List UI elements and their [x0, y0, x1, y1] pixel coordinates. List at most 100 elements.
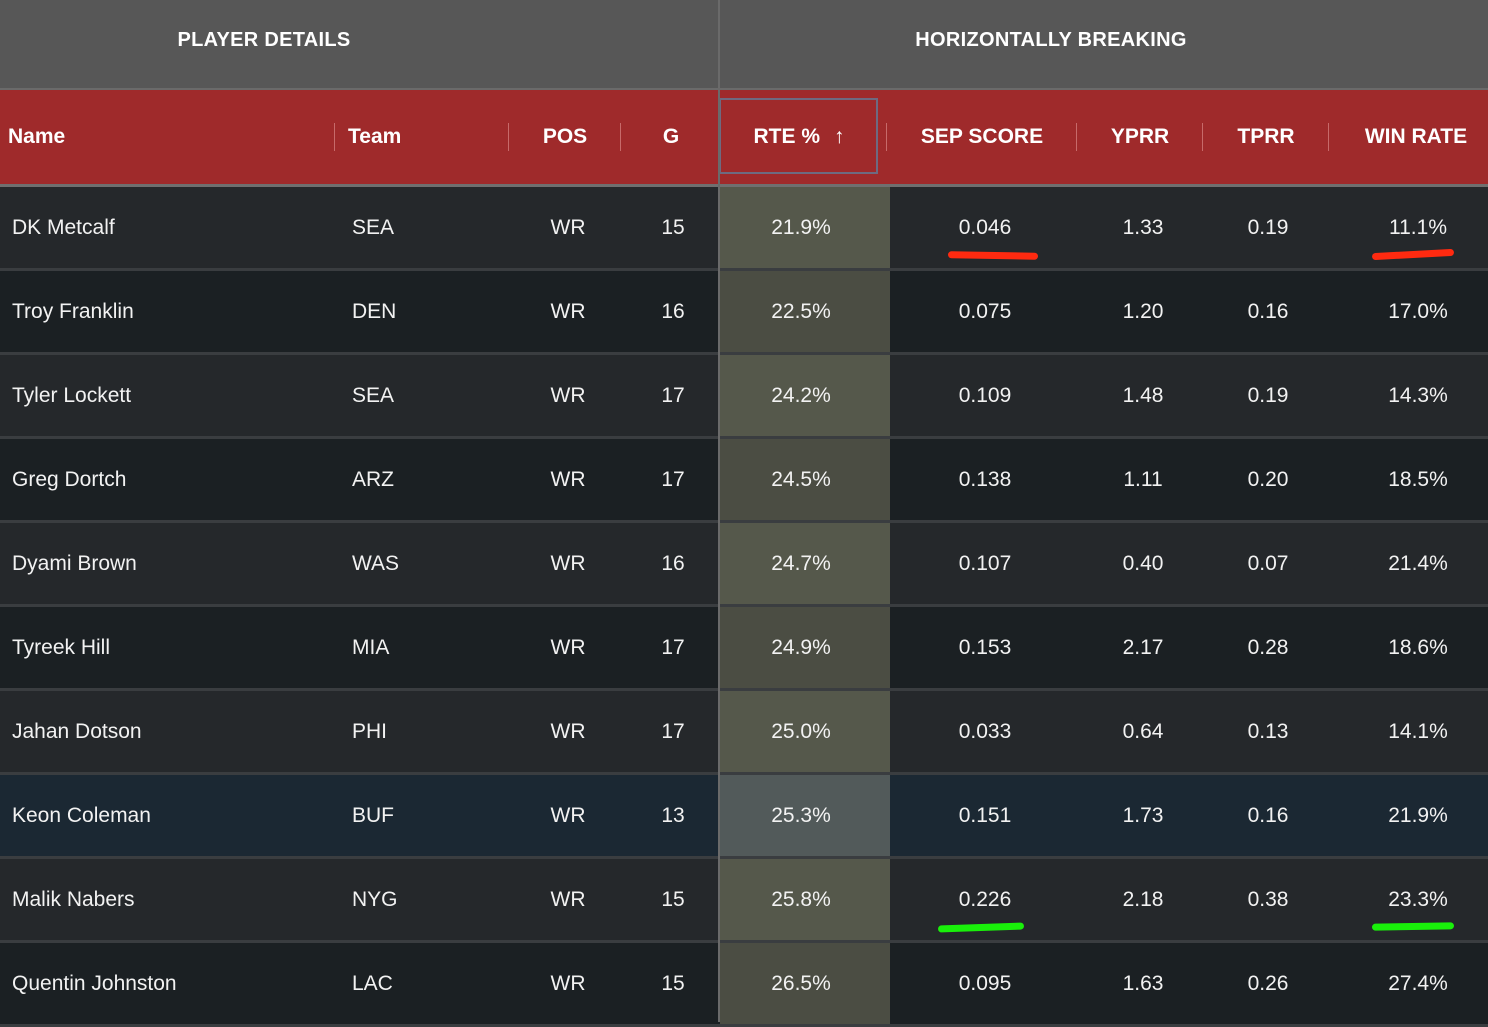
cell-pos: WR: [550, 384, 586, 407]
cell-g: 16: [661, 552, 685, 575]
cell-win: 11.1%: [1389, 216, 1447, 239]
cell-yprr: 0.40: [1122, 552, 1164, 575]
cell-rte: 25.0%: [771, 720, 831, 743]
cell-g: 17: [661, 468, 685, 491]
cell-rte: 24.2%: [771, 384, 831, 407]
cell-win: 17.0%: [1388, 300, 1448, 323]
cell-tprr: 0.16: [1247, 300, 1289, 323]
rte-cell-background: [720, 439, 890, 520]
cell-team: ARZ: [352, 468, 394, 491]
cell-tprr: 0.28: [1247, 636, 1289, 659]
rte-cell-background: [720, 523, 890, 604]
cell-name: Quentin Johnston: [12, 972, 177, 995]
cell-win: 14.3%: [1388, 384, 1448, 407]
group-divider: [718, 0, 720, 1022]
cell-sep: 0.226: [958, 888, 1012, 911]
header-divider: [620, 123, 621, 151]
cell-rte: 22.5%: [771, 300, 831, 323]
cell-pos: WR: [550, 804, 586, 827]
green-underline-mark: [1371, 922, 1455, 931]
cell-team: WAS: [352, 552, 400, 575]
cell-g: 16: [661, 300, 685, 323]
cell-name: Troy Franklin: [12, 300, 134, 323]
cell-team: SEA: [352, 384, 395, 407]
header-divider: [886, 123, 887, 151]
cell-name: Tyreek Hill: [12, 636, 111, 659]
cell-sep: 0.153: [958, 636, 1012, 659]
cell-sep: 0.033: [958, 720, 1012, 743]
table-row[interactable]: Malik Nabers NYG WR 15 25.8% 0.226 2.18 0.38 23.…: [0, 859, 1488, 943]
table-row[interactable]: Dyami Brown WAS WR 16 24.7% 0.107 0.40 0.07 21.4…: [0, 523, 1488, 607]
cell-yprr: 2.17: [1122, 636, 1164, 659]
cell-rte: 26.5%: [771, 972, 831, 995]
cell-yprr: 1.73: [1122, 804, 1164, 827]
col-yprr-header[interactable]: YPRR: [1110, 125, 1170, 148]
cell-rte: 25.8%: [771, 888, 831, 911]
cell-pos: WR: [550, 468, 586, 491]
cell-tprr: 0.26: [1247, 972, 1289, 995]
rte-cell-background: [720, 271, 890, 352]
cell-rte: 24.5%: [771, 468, 831, 491]
table-row[interactable]: DK Metcalf SEA WR 15 21.9% 0.046 1.33 0.19 11.1%: [0, 187, 1488, 271]
cell-yprr: 1.48: [1122, 384, 1164, 407]
cell-yprr: 2.18: [1122, 888, 1164, 911]
group-header: PLAYER DETAILS HORIZONTALLY BREAKING: [0, 0, 1488, 90]
col-rte-header[interactable]: RTE % ↑: [720, 90, 878, 184]
col-sep-header[interactable]: SEP SCORE: [920, 125, 1044, 148]
cell-yprr: 1.20: [1122, 300, 1164, 323]
cell-team: PHI: [352, 720, 388, 743]
header-divider: [1202, 123, 1203, 151]
cell-sep: 0.138: [958, 468, 1012, 491]
col-team-header[interactable]: Team: [348, 125, 402, 148]
cell-pos: WR: [550, 300, 586, 323]
cell-team: MIA: [352, 636, 390, 659]
cell-sep: 0.075: [958, 300, 1012, 323]
cell-g: 17: [661, 384, 685, 407]
cell-win: 14.1%: [1388, 720, 1448, 743]
rte-cell-background: [720, 943, 890, 1024]
header-divider: [1328, 123, 1329, 151]
table-row[interactable]: Tyler Lockett SEA WR 17 24.2% 0.109 1.48 0.19 14…: [0, 355, 1488, 439]
cell-name: Jahan Dotson: [12, 720, 142, 743]
rte-cell-background: [720, 355, 890, 436]
cell-pos: WR: [550, 972, 586, 995]
header-divider: [508, 123, 509, 151]
cell-g: 17: [661, 636, 685, 659]
cell-rte: 24.7%: [771, 552, 831, 575]
cell-team: SEA: [352, 216, 395, 239]
table-row[interactable]: Greg Dortch ARZ WR 17 24.5% 0.138 1.11 0.20 18.5…: [0, 439, 1488, 523]
cell-name: Keon Coleman: [12, 804, 151, 827]
table-row[interactable]: Keon Coleman BUF WR 13 25.3% 0.151 1.73 0.16 21.…: [0, 775, 1488, 859]
cell-team: LAC: [352, 972, 393, 995]
table-row[interactable]: Quentin Johnston LAC WR 15 26.5% 0.095 1.63 0.2…: [0, 943, 1488, 1027]
col-pos-header[interactable]: POS: [542, 125, 588, 148]
rte-cell-background: [720, 775, 890, 856]
col-win-header[interactable]: WIN RATE: [1364, 125, 1468, 148]
arrow-up-icon: ↑: [834, 125, 845, 148]
cell-pos: WR: [550, 552, 586, 575]
col-name-header[interactable]: Name: [8, 125, 66, 148]
cell-win: 21.4%: [1388, 552, 1448, 575]
table-row[interactable]: Tyreek Hill MIA WR 17 24.9% 0.153 2.17 0.28 18.6…: [0, 607, 1488, 691]
cell-team: BUF: [352, 804, 394, 827]
cell-name: Malik Nabers: [12, 888, 135, 911]
cell-tprr: 0.19: [1247, 384, 1289, 407]
column-header-row: Name Team POS G RTE % ↑ SEP SCORE YPRR TP…: [0, 90, 1488, 187]
group-player-details: PLAYER DETAILS: [177, 29, 351, 51]
cell-sep: 0.151: [958, 804, 1012, 827]
cell-pos: WR: [550, 636, 586, 659]
col-tprr-header[interactable]: TPRR: [1237, 125, 1295, 148]
cell-g: 15: [661, 972, 685, 995]
cell-name: Tyler Lockett: [12, 384, 132, 407]
table-row[interactable]: Troy Franklin DEN WR 16 22.5% 0.075 1.20 0.16 17…: [0, 271, 1488, 355]
header-divider: [334, 123, 335, 151]
cell-tprr: 0.20: [1247, 468, 1289, 491]
rte-cell-background: [720, 607, 890, 688]
table-row[interactable]: Jahan Dotson PHI WR 17 25.0% 0.033 0.64 0.13 14.…: [0, 691, 1488, 775]
cell-team: DEN: [352, 300, 397, 323]
cell-yprr: 0.64: [1122, 720, 1164, 743]
cell-tprr: 0.07: [1247, 552, 1289, 575]
col-g-header[interactable]: G: [662, 125, 680, 148]
cell-win: 18.5%: [1388, 468, 1448, 491]
cell-rte: 25.3%: [771, 804, 831, 827]
